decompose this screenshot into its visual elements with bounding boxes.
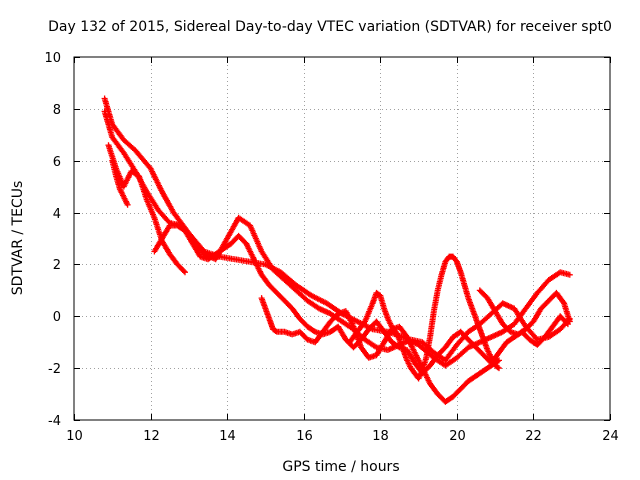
series-markers [105,142,188,276]
series-markers [258,295,502,405]
y-tick-label: 8 [53,103,61,118]
y-tick-label: 10 [44,51,61,66]
y-axis-title: SDTVAR / TECUs [10,181,26,296]
x-tick-label: 22 [525,429,542,444]
x-tick-label: 20 [449,429,466,444]
series-track-3 [105,142,188,276]
y-tick-label: 4 [53,207,61,222]
series-markers [476,287,573,338]
y-tick-label: 0 [53,310,61,325]
x-tick-label: 24 [602,429,619,444]
plot-frame [73,56,611,421]
x-tick-label: 12 [143,429,160,444]
x-tick-label: 16 [296,429,313,444]
x-axis-title: GPS time / hours [282,459,399,475]
y-tick-label: -2 [48,362,61,377]
x-tick-label: 10 [66,429,83,444]
y-tick-label: 6 [53,155,61,170]
series-track-6 [258,295,502,405]
chart-title: Day 132 of 2015, Sidereal Day-to-day VTE… [48,19,612,35]
series-markers [346,253,502,382]
y-tick-label: 2 [53,258,61,273]
x-tick-label: 14 [219,429,236,444]
data-points [101,95,573,405]
series-track-7 [346,253,502,382]
series-track-8 [476,287,573,338]
x-tick-label: 18 [372,429,389,444]
series-track-4 [109,157,131,208]
series-markers [109,157,131,208]
y-tick-label: -4 [48,414,61,429]
